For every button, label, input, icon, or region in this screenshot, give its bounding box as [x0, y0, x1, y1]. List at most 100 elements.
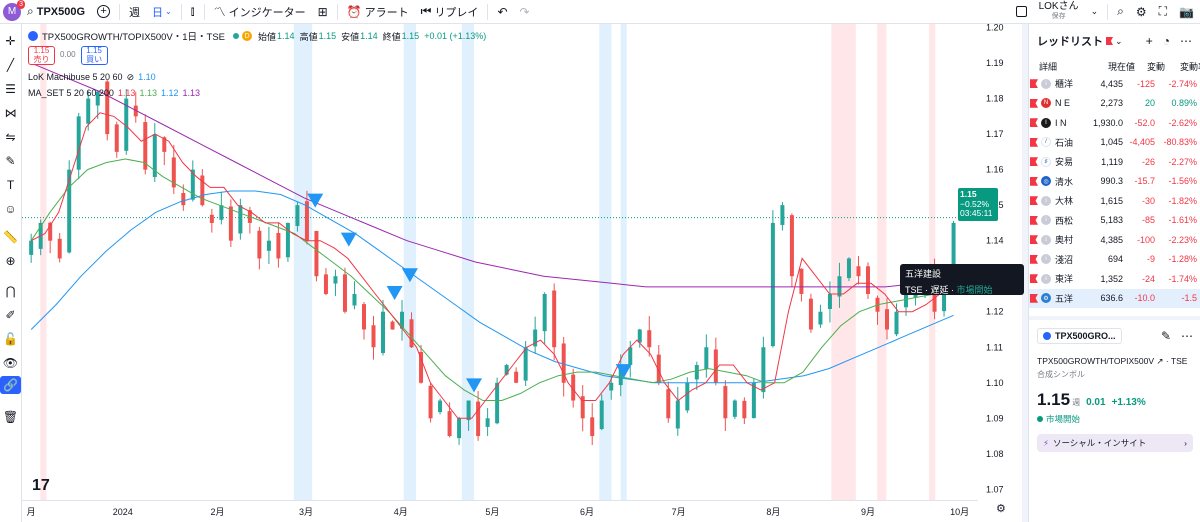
red-flag-icon[interactable]: [1030, 98, 1038, 108]
col-change[interactable]: 変動: [1146, 61, 1165, 72]
sync-drawings-tool[interactable]: 🔗: [0, 376, 21, 394]
ruler-tool[interactable]: 📏: [0, 228, 21, 246]
stay-drawing-tool[interactable]: ✐: [0, 306, 21, 324]
chart-pane[interactable]: 17 TPX500GROWTH/TOPIX500V・1日・TSE D 始値 1.1…: [22, 24, 1004, 500]
watchlist-row[interactable]: N N E 2,273 20 0.89%: [1029, 94, 1200, 114]
layout-menu-button[interactable]: ⌄: [1085, 0, 1105, 24]
indicator-ma-set-legend[interactable]: MA_SET 5 20 60 200 1.13 1.13 1.12 1.13: [28, 85, 491, 101]
watchlist-row[interactable]: ♯ 安易 1,119 -26 -2.27%: [1029, 152, 1200, 172]
symbol-search-button[interactable]: ⌕ TPX500G: [21, 0, 91, 24]
crosshair-tool[interactable]: ✛: [0, 32, 21, 50]
quick-search-button[interactable]: ⌕: [1111, 0, 1130, 24]
sell-button[interactable]: 1.15 売り: [28, 46, 55, 65]
watchlist-row[interactable]: i 奥村 4,385 -100 -2.23%: [1029, 230, 1200, 250]
price-axis[interactable]: 1.201.191.181.171.161.151.141.131.121.11…: [978, 24, 1028, 500]
remove-drawings-tool[interactable]: 🗑: [0, 408, 21, 426]
panel-divider[interactable]: [1022, 24, 1028, 522]
compare-add-symbol-button[interactable]: +: [91, 0, 116, 24]
text-tool[interactable]: T: [0, 176, 21, 194]
indicators-button[interactable]: 〽インジケーター: [208, 0, 312, 24]
red-flag-icon[interactable]: [1030, 215, 1038, 225]
col-price[interactable]: 現在値: [1107, 61, 1135, 72]
symbol-price: 694: [1107, 254, 1123, 265]
replay-button[interactable]: ⏮ リプレイ: [415, 0, 485, 24]
magnet-tool[interactable]: ⋂: [0, 282, 21, 300]
pattern-tool[interactable]: ⋈: [0, 104, 21, 122]
social-insights-button[interactable]: ⚡ ソーシャル・インサイト ›: [1037, 434, 1193, 452]
edit-icon[interactable]: ✎: [1160, 329, 1171, 343]
legend-symbol-title[interactable]: TPX500GROWTH/TOPIX500V・1日・TSE: [42, 32, 226, 43]
candle-body: [865, 266, 870, 294]
layout-select-button[interactable]: [1010, 0, 1033, 24]
layout-templates-button[interactable]: ⊞: [312, 0, 334, 24]
red-flag-icon[interactable]: [1030, 196, 1038, 206]
details-fullname[interactable]: TPX500GROWTH/TOPIX500V: [1037, 356, 1154, 366]
red-flag-icon[interactable]: [1030, 176, 1038, 186]
col-detail[interactable]: 詳細: [1039, 61, 1058, 72]
chevron-down-icon: ⌄: [1090, 6, 1099, 16]
prediction-tool[interactable]: ⇋: [0, 128, 21, 146]
redo-button[interactable]: ↷: [514, 0, 536, 24]
camera-icon: 📷: [1179, 4, 1194, 19]
red-flag-icon[interactable]: [1030, 293, 1038, 303]
details-change: 0.01: [1086, 397, 1106, 408]
last-price-pct: −0.52%: [960, 198, 990, 209]
trend-line-tool[interactable]: ╱: [0, 56, 21, 74]
zoom-tool[interactable]: ⊕: [0, 252, 21, 270]
dividend-badge[interactable]: D: [242, 31, 253, 41]
watchlist-row[interactable]: ◎ 清水 990.3 -15.7 -1.56%: [1029, 172, 1200, 192]
red-flag-icon[interactable]: [1030, 254, 1038, 264]
fullscreen-button[interactable]: ⛶: [1153, 0, 1173, 24]
undo-button[interactable]: ↶: [491, 0, 513, 24]
watchlist-row[interactable]: I I N 1,930.0 -52.0 -2.62%: [1029, 113, 1200, 133]
emoji-tool[interactable]: ☺: [0, 200, 21, 218]
col-pct[interactable]: 変動率: [1179, 61, 1200, 72]
more-icon[interactable]: ⋯: [1180, 34, 1192, 48]
watchlist-row[interactable]: i 東洋 1,352 -24 -1.74%: [1029, 269, 1200, 289]
brush-tool[interactable]: ✎: [0, 152, 21, 170]
ma5-line: [30, 112, 954, 419]
chart-type-button[interactable]: ⫾: [185, 0, 201, 24]
alert-button[interactable]: ⏰ アラート: [341, 0, 415, 24]
candle-body: [143, 122, 148, 170]
tradingview-logo: 17: [32, 477, 50, 494]
interval-day-button[interactable]: 日 ⌄: [146, 0, 178, 24]
red-flag-icon[interactable]: [1030, 235, 1038, 245]
watchlist-title[interactable]: レッドリスト: [1037, 36, 1103, 48]
candle-body: [323, 274, 328, 294]
hide-drawings-tool[interactable]: 👁: [0, 354, 21, 372]
red-flag-icon[interactable]: [1030, 118, 1038, 128]
buy-button[interactable]: 1.15 買い: [80, 46, 108, 65]
details-symbol-button[interactable]: TPX500GRO...: [1037, 328, 1122, 344]
symbol-change: -100: [1136, 234, 1155, 245]
red-flag-icon[interactable]: [1030, 157, 1038, 167]
watchlist-row[interactable]: i 櫃洋 4,435 -125 -2.74%: [1029, 74, 1200, 94]
watchlist-row[interactable]: i 西松 5,183 -85 -1.61%: [1029, 211, 1200, 231]
time-axis[interactable]: 月 2024 2月 3月 4月 5月 6月 7月 8月 9月 10月: [22, 500, 978, 522]
add-symbol-icon[interactable]: +: [1145, 34, 1153, 48]
layout-name-button[interactable]: LOKさん 保存: [1033, 1, 1085, 22]
red-flag-icon[interactable]: [1030, 274, 1038, 284]
axis-settings-button[interactable]: ⚙: [996, 502, 1006, 515]
settings-button[interactable]: ⚙: [1130, 0, 1153, 24]
lock-drawings-tool[interactable]: 🔓: [0, 330, 21, 348]
snapshot-button[interactable]: 📷: [1173, 0, 1200, 24]
horizontal-lines-tool[interactable]: ☰: [0, 80, 21, 98]
indicator-machibuse-legend[interactable]: LoK Machibuse 5 20 60 ⊘ 1.10: [28, 69, 491, 85]
red-flag-icon[interactable]: [1030, 79, 1038, 89]
watchlist-row[interactable]: ⚙ 五洋 636.6 -10.0 -1.5: [1029, 288, 1200, 308]
watchlist-row[interactable]: / 石油 1,045 -4,405 -80.83%: [1029, 133, 1200, 153]
external-link-icon[interactable]: ↗: [1156, 356, 1164, 366]
session-band-blue: [599, 24, 612, 500]
watchlist-row[interactable]: i 淺沼 694 -9 -1.28%: [1029, 250, 1200, 270]
toolbar-divider: [487, 3, 489, 20]
watchlist-row[interactable]: i 大林 1,615 -30 -1.82%: [1029, 191, 1200, 211]
symbol-change: -85: [1141, 215, 1155, 226]
lock-icon: 🔓: [3, 332, 18, 346]
red-flag-icon[interactable]: [1030, 137, 1038, 147]
interval-week-button[interactable]: 週: [129, 6, 141, 19]
chevron-right-icon: ›: [1184, 438, 1187, 448]
advanced-view-icon[interactable]: ◔: [1162, 34, 1170, 48]
more-icon[interactable]: ⋯: [1181, 329, 1193, 343]
